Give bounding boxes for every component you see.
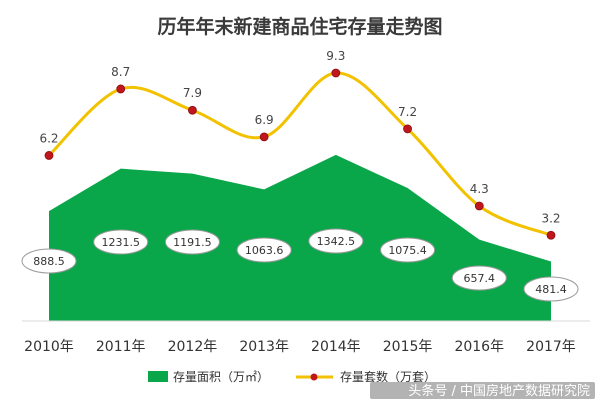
legend-swatch-area bbox=[148, 371, 168, 382]
x-tick-label-1: 2011年 bbox=[96, 339, 146, 355]
area-data-label-0: 888.5 bbox=[33, 255, 65, 268]
line-label-layer: 6.2 8.7 7.9 6.9 9.3 7.2 4.3 3.2 bbox=[39, 49, 560, 225]
watermark-bg bbox=[370, 382, 595, 399]
area-layer bbox=[49, 154, 551, 321]
line-data-label-5: 7.2 bbox=[398, 105, 417, 119]
line-data-label-0: 6.2 bbox=[39, 131, 58, 145]
legend-label-area: 存量面积（万㎡） bbox=[173, 370, 269, 384]
watermark-text: 头条号 / 中国房地产数据研究院 bbox=[408, 383, 590, 399]
area-label-bubble-6 bbox=[451, 265, 507, 291]
line-data-label-7: 3.2 bbox=[541, 211, 560, 225]
line-data-label-6: 4.3 bbox=[470, 182, 489, 196]
x-tick-label-4: 2014年 bbox=[311, 339, 361, 355]
x-tick-label-0: 2010年 bbox=[24, 339, 74, 355]
line-data-label-4: 9.3 bbox=[326, 49, 345, 63]
area-label-bubble-5 bbox=[380, 237, 436, 263]
legend: 存量面积（万㎡） 存量套数（万套） bbox=[148, 369, 436, 384]
area-label-bubble-4 bbox=[308, 228, 364, 254]
x-tick-label-2: 2012年 bbox=[168, 339, 218, 355]
chart-title: 历年年末新建商品住宅存量走势图 bbox=[157, 15, 442, 38]
line-data-label-2: 7.9 bbox=[183, 86, 202, 100]
area-data-label-4: 1342.5 bbox=[317, 235, 356, 248]
line-point-2 bbox=[188, 105, 197, 115]
legend-swatch-marker bbox=[310, 373, 318, 381]
area-data-label-5: 1075.4 bbox=[388, 244, 427, 257]
area-data-label-3: 1063.6 bbox=[245, 244, 284, 257]
area-label-bubble-7 bbox=[523, 276, 579, 302]
area-data-label-1: 1231.5 bbox=[101, 236, 140, 249]
line-layer bbox=[44, 68, 556, 240]
x-tick-label-6: 2016年 bbox=[454, 339, 504, 355]
area-series bbox=[49, 154, 551, 321]
area-label-bubble-0 bbox=[21, 248, 77, 274]
line-point-0 bbox=[44, 151, 54, 160]
x-tick-label-5: 2015年 bbox=[383, 339, 433, 355]
x-tick-layer: 2010年 2011年 2012年 2013年 2014年 2015年 2016年 2017年 bbox=[24, 339, 576, 355]
area-label-bubble-3 bbox=[236, 237, 292, 263]
area-label-layer: 888.5 1231.5 1191.5 1063.6 1342.5 1075.4 657.4… bbox=[21, 228, 579, 302]
area-label-bubble-2 bbox=[164, 229, 220, 255]
area-data-label-2: 1191.5 bbox=[173, 236, 212, 249]
line-point-5 bbox=[403, 124, 412, 134]
line-data-label-1: 8.7 bbox=[111, 65, 130, 79]
line-point-1 bbox=[116, 84, 126, 94]
line-point-4 bbox=[331, 68, 341, 78]
area-data-label-7: 481.4 bbox=[535, 283, 567, 296]
line-data-label-3: 6.9 bbox=[255, 113, 274, 127]
watermark: 头条号 / 中国房地产数据研究院 bbox=[370, 382, 595, 399]
x-tick-label-7: 2017年 bbox=[526, 339, 576, 355]
legend-label-line: 存量套数（万套） bbox=[340, 369, 436, 384]
x-tick-label-3: 2013年 bbox=[239, 339, 289, 355]
area-data-label-6: 657.4 bbox=[464, 272, 496, 285]
line-point-7 bbox=[546, 230, 556, 240]
line-point-3 bbox=[259, 132, 269, 142]
area-label-bubble-1 bbox=[93, 229, 149, 255]
line-point-6 bbox=[474, 201, 484, 211]
